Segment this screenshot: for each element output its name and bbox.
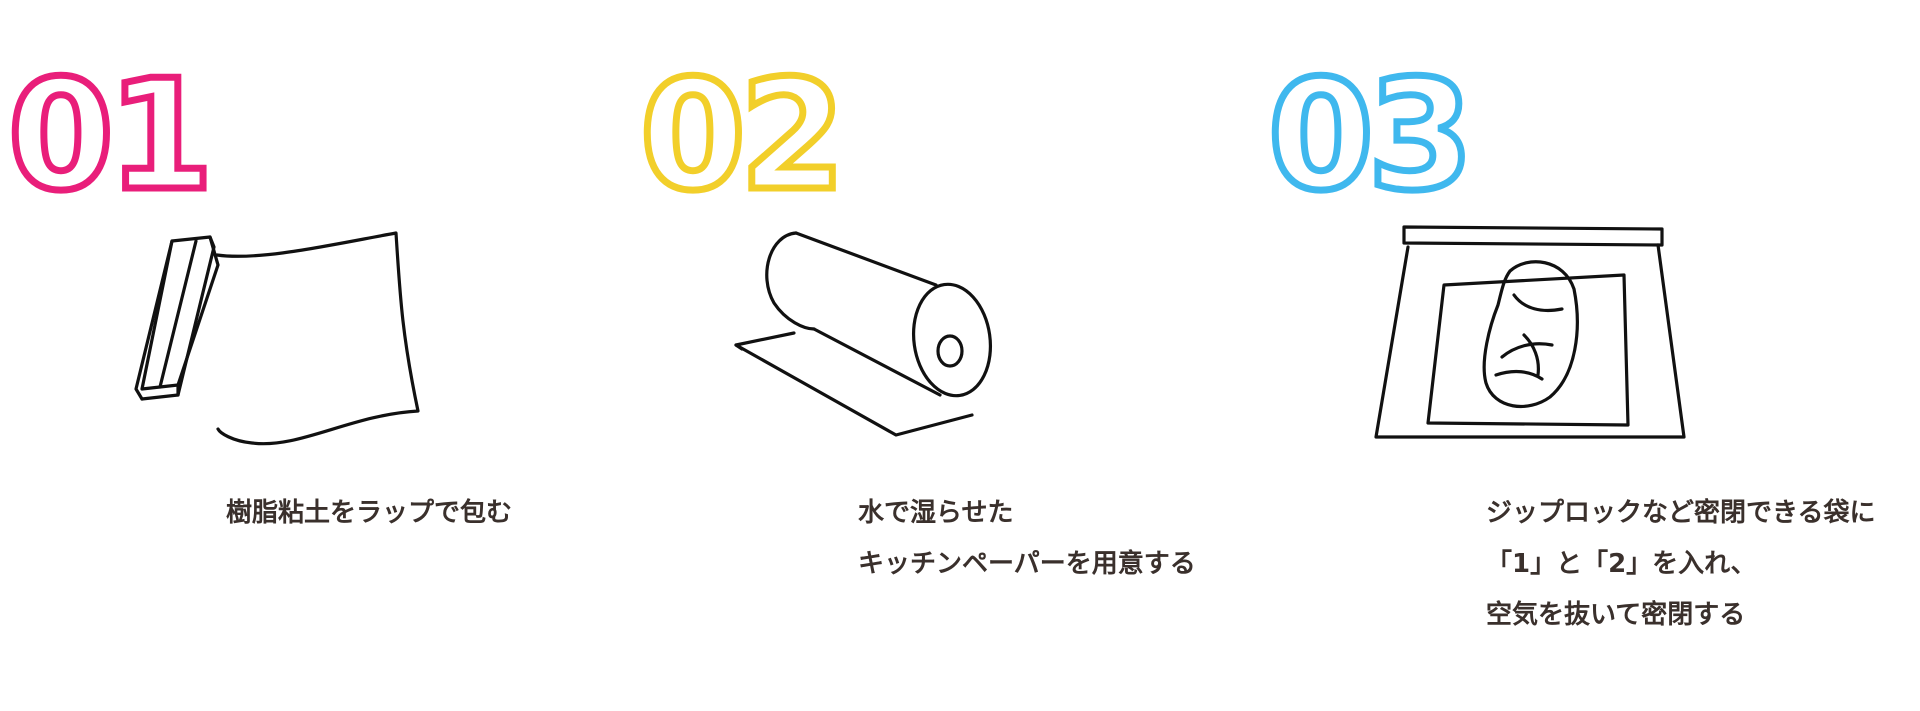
- step-1-number: 01: [5, 47, 218, 224]
- caption-line: 水で湿らせた: [858, 498, 1014, 528]
- step-1: 01 樹脂粘土をラップで包む: [5, 0, 648, 711]
- step-1-caption: 樹脂粘土をラップで包む: [226, 488, 512, 539]
- caption-line: 樹脂粘土をラップで包む: [226, 498, 513, 528]
- step-2: 02 水で湿らせた キッチンペーパーを用意する: [637, 0, 1280, 711]
- plastic-wrap-roll-icon: [100, 225, 560, 465]
- caption-line: 空気を抜いて密閉する: [1486, 600, 1746, 630]
- step-3-number: 03: [1265, 47, 1478, 224]
- step-3: 03 ジップロックなど密閉できる袋に 「1」と「2」を入れ、 空気を抜いて密閉す…: [1265, 0, 1908, 711]
- paper-towel-roll-icon: [734, 225, 1194, 465]
- caption-line: ジップロックなど密閉できる袋に: [1486, 498, 1876, 528]
- step-2-number: 02: [637, 47, 850, 224]
- ziplock-bag-icon: [1374, 225, 1834, 465]
- step-3-caption: ジップロックなど密閉できる袋に 「1」と「2」を入れ、 空気を抜いて密閉する: [1486, 488, 1875, 641]
- caption-line: 「1」と「2」を入れ、: [1486, 549, 1757, 579]
- step-2-caption: 水で湿らせた キッチンペーパーを用意する: [858, 488, 1196, 590]
- caption-line: キッチンペーパーを用意する: [858, 549, 1196, 579]
